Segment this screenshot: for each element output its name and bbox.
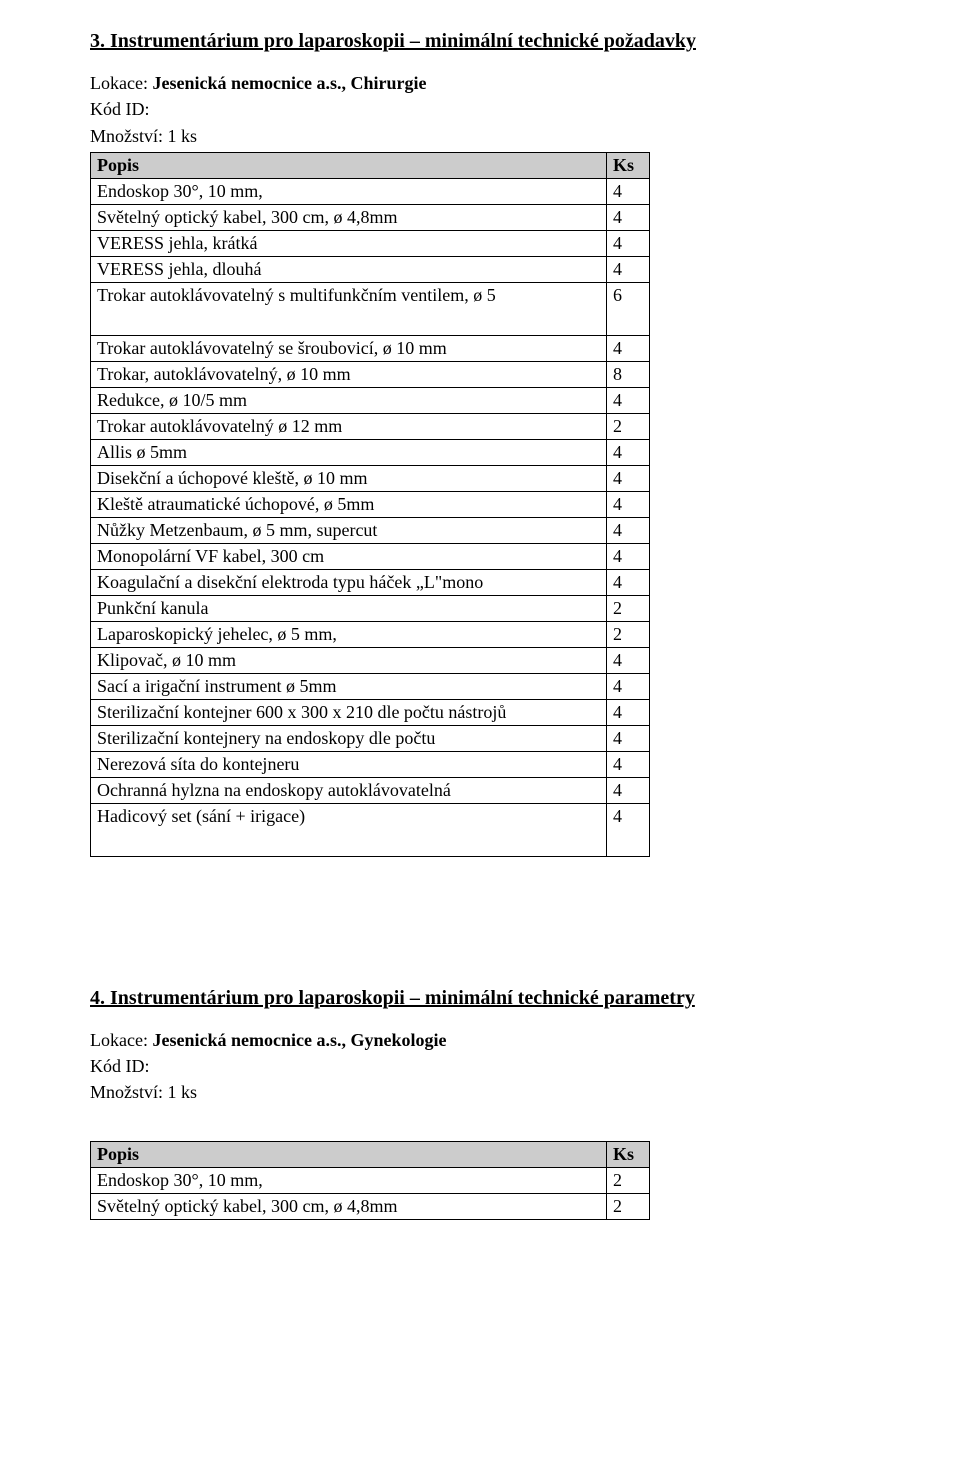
section4-kod-id: Kód ID:: [90, 1054, 870, 1078]
table-row: Nůžky Metzenbaum, ø 5 mm, supercut 4: [91, 517, 650, 543]
table-row: Monopolární VF kabel, 300 cm 4: [91, 543, 650, 569]
cell-popis: Trokar autoklávovatelný se šroubovicí, ø…: [91, 335, 607, 361]
section4-location: Lokace: Jesenická nemocnice a.s., Gyneko…: [90, 1028, 870, 1052]
cell-popis: Nerezová síta do kontejneru: [91, 751, 607, 777]
cell-popis: Světelný optický kabel, 300 cm, ø 4,8mm: [91, 1193, 607, 1219]
cell-ks: 2: [607, 621, 650, 647]
cell-popis: Disekční a úchopové kleště, ø 10 mm: [91, 465, 607, 491]
table-row: Světelný optický kabel, 300 cm, ø 4,8mm …: [91, 1193, 650, 1219]
cell-ks: 2: [607, 595, 650, 621]
cell-ks: 4: [607, 751, 650, 777]
cell-popis: Nůžky Metzenbaum, ø 5 mm, supercut: [91, 517, 607, 543]
cell-ks: 4: [607, 543, 650, 569]
table-row: Sací a irigační instrument ø 5mm 4: [91, 673, 650, 699]
cell-ks: 4: [607, 803, 650, 856]
table-row: Disekční a úchopové kleště, ø 10 mm 4: [91, 465, 650, 491]
cell-ks: 4: [607, 256, 650, 282]
cell-ks: 4: [607, 725, 650, 751]
cell-popis: Sací a irigační instrument ø 5mm: [91, 673, 607, 699]
section4-location-value: Jesenická nemocnice a.s., Gynekologie: [152, 1030, 446, 1050]
section3-location-value: Jesenická nemocnice a.s., Chirurgie: [152, 73, 426, 93]
table-row: Sterilizační kontejner 600 x 300 x 210 d…: [91, 699, 650, 725]
cell-ks: 4: [607, 204, 650, 230]
cell-ks: 4: [607, 230, 650, 256]
col-header-ks: Ks: [607, 1141, 650, 1167]
cell-popis: Klipovač, ø 10 mm: [91, 647, 607, 673]
section3-mnozstvi: Množství: 1 ks: [90, 124, 870, 148]
cell-ks: 4: [607, 465, 650, 491]
cell-popis: Monopolární VF kabel, 300 cm: [91, 543, 607, 569]
table-row: Trokar autoklávovatelný se šroubovicí, ø…: [91, 335, 650, 361]
table-row: Punkční kanula 2: [91, 595, 650, 621]
table-row: Hadicový set (sání + irigace) 4: [91, 803, 650, 856]
table-row: Endoskop 30°, 10 mm, 4: [91, 178, 650, 204]
cell-popis: Sterilizační kontejner 600 x 300 x 210 d…: [91, 699, 607, 725]
cell-popis: Trokar autoklávovatelný ø 12 mm: [91, 413, 607, 439]
table-row: Trokar autoklávovatelný s multifunkčním …: [91, 282, 650, 335]
table-row: Kleště atraumatické úchopové, ø 5mm 4: [91, 491, 650, 517]
section4-title: 4. Instrumentárium pro laparoskopii – mi…: [90, 987, 870, 1010]
cell-ks: 8: [607, 361, 650, 387]
cell-ks: 6: [607, 282, 650, 335]
cell-popis: Punkční kanula: [91, 595, 607, 621]
section3-title: 3. Instrumentárium pro laparoskopii – mi…: [90, 30, 870, 53]
cell-ks: 4: [607, 491, 650, 517]
cell-popis: Endoskop 30°, 10 mm,: [91, 178, 607, 204]
table-row: Ochranná hylzna na endoskopy autoklávova…: [91, 777, 650, 803]
section4-location-label: Lokace:: [90, 1030, 148, 1050]
col-header-ks: Ks: [607, 152, 650, 178]
cell-popis: Allis ø 5mm: [91, 439, 607, 465]
table-row: Nerezová síta do kontejneru 4: [91, 751, 650, 777]
cell-popis: Sterilizační kontejnery na endoskopy dle…: [91, 725, 607, 751]
table-row: Trokar, autoklávovatelný, ø 10 mm 8: [91, 361, 650, 387]
cell-ks: 4: [607, 387, 650, 413]
table-row: Sterilizační kontejnery na endoskopy dle…: [91, 725, 650, 751]
table-row: Světelný optický kabel, 300 cm, ø 4,8mm …: [91, 204, 650, 230]
cell-popis: Endoskop 30°, 10 mm,: [91, 1167, 607, 1193]
cell-popis: Laparoskopický jehelec, ø 5 mm,: [91, 621, 607, 647]
cell-popis: Koagulační a disekční elektroda typu háč…: [91, 569, 607, 595]
cell-ks: 4: [607, 647, 650, 673]
section3-kod-id: Kód ID:: [90, 97, 870, 121]
cell-popis: Trokar autoklávovatelný s multifunkčním …: [91, 282, 607, 335]
table-row: Allis ø 5mm 4: [91, 439, 650, 465]
table-row: Koagulační a disekční elektroda typu háč…: [91, 569, 650, 595]
cell-popis: Redukce, ø 10/5 mm: [91, 387, 607, 413]
cell-ks: 4: [607, 439, 650, 465]
section4-table: Popis Ks Endoskop 30°, 10 mm, 2 Světelný…: [90, 1141, 650, 1220]
table-row: Redukce, ø 10/5 mm 4: [91, 387, 650, 413]
col-header-popis: Popis: [91, 1141, 607, 1167]
cell-ks: 4: [607, 335, 650, 361]
table-row: Laparoskopický jehelec, ø 5 mm, 2: [91, 621, 650, 647]
section4-mnozstvi: Množství: 1 ks: [90, 1080, 870, 1104]
table-row: Klipovač, ø 10 mm 4: [91, 647, 650, 673]
cell-ks: 4: [607, 777, 650, 803]
cell-ks: 2: [607, 1167, 650, 1193]
table-row: VERESS jehla, krátká 4: [91, 230, 650, 256]
cell-ks: 2: [607, 1193, 650, 1219]
cell-popis: Světelný optický kabel, 300 cm, ø 4,8mm: [91, 204, 607, 230]
section3-location-label: Lokace:: [90, 73, 148, 93]
section3-location: Lokace: Jesenická nemocnice a.s., Chirur…: [90, 71, 870, 95]
col-header-popis: Popis: [91, 152, 607, 178]
cell-popis: VERESS jehla, krátká: [91, 230, 607, 256]
cell-ks: 2: [607, 413, 650, 439]
cell-popis: Kleště atraumatické úchopové, ø 5mm: [91, 491, 607, 517]
cell-popis: Trokar, autoklávovatelný, ø 10 mm: [91, 361, 607, 387]
table-row: Trokar autoklávovatelný ø 12 mm 2: [91, 413, 650, 439]
cell-ks: 4: [607, 569, 650, 595]
cell-ks: 4: [607, 517, 650, 543]
cell-ks: 4: [607, 699, 650, 725]
cell-popis: Ochranná hylzna na endoskopy autoklávova…: [91, 777, 607, 803]
table-row: Endoskop 30°, 10 mm, 2: [91, 1167, 650, 1193]
cell-ks: 4: [607, 178, 650, 204]
table-row: VERESS jehla, dlouhá 4: [91, 256, 650, 282]
cell-popis: Hadicový set (sání + irigace): [91, 803, 607, 856]
cell-popis: VERESS jehla, dlouhá: [91, 256, 607, 282]
section3-table: Popis Ks Endoskop 30°, 10 mm, 4 Světelný…: [90, 152, 650, 857]
cell-ks: 4: [607, 673, 650, 699]
